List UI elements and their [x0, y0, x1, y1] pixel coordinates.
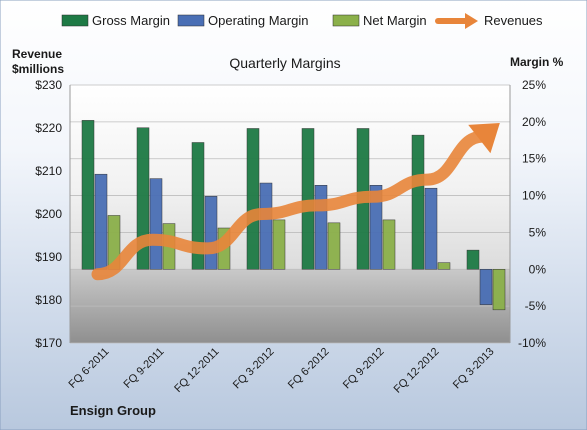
- right-tick-label: -5%: [525, 299, 547, 313]
- left-tick-label: $220: [35, 121, 62, 135]
- bar-gross-margin: [81, 120, 95, 270]
- legend-label: Revenues: [484, 13, 543, 28]
- bar-operating-margin: [424, 187, 438, 270]
- bar-operating-margin: [259, 182, 273, 270]
- right-tick-label: 10%: [522, 189, 546, 203]
- revenue-trend: [91, 123, 500, 281]
- bar-gross-margin: [411, 134, 425, 270]
- legend-swatch: [61, 14, 89, 27]
- legend-label: Operating Margin: [208, 13, 308, 28]
- bar-gross-margin: [301, 128, 315, 270]
- bar-net-margin: [437, 262, 451, 270]
- bar-gross-margin: [191, 142, 205, 270]
- right-tick-label: 0%: [529, 262, 547, 276]
- bar-gross-margin: [466, 249, 480, 270]
- right-tick-label: 25%: [522, 78, 546, 92]
- bar-gross-margin: [136, 127, 150, 270]
- company-name: Ensign Group: [70, 403, 156, 418]
- right-tick-label: 5%: [529, 225, 547, 239]
- left-axis-title-line1: Revenue: [12, 47, 62, 61]
- right-axis-ticks: -10% -5% 0% 5% 10% 15% 20% 25%: [518, 78, 546, 350]
- chart-legend: Gross Margin Operating Margin Net Margin Re…: [61, 13, 543, 29]
- bar-operating-margin: [204, 196, 218, 270]
- revenue-trend-arrowhead: [468, 123, 500, 154]
- right-tick-label: 20%: [522, 115, 546, 129]
- bar-net-margin: [382, 219, 396, 270]
- bar-net-margin: [492, 269, 506, 311]
- chart-title: Quarterly Margins: [229, 55, 340, 71]
- bar-operating-margin: [369, 185, 383, 270]
- legend-swatch: [177, 14, 205, 27]
- left-tick-label: $210: [35, 164, 62, 178]
- legend-swatch: [332, 14, 360, 27]
- legend-label: Net Margin: [363, 13, 427, 28]
- bar-net-margin: [272, 219, 286, 270]
- left-axis-title-line2: $millions: [12, 62, 64, 76]
- right-tick-label: -10%: [518, 336, 546, 350]
- revenue-trend-line: [91, 130, 489, 281]
- bar-operating-margin: [314, 185, 328, 270]
- left-axis-ticks: $170 $180 $190 $200 $210 $220 $230: [35, 78, 62, 350]
- left-tick-label: $170: [35, 336, 62, 350]
- left-tick-label: $230: [35, 78, 62, 92]
- bar-gross-margin: [246, 128, 260, 270]
- right-tick-label: 15%: [522, 152, 546, 166]
- left-tick-label: $190: [35, 250, 62, 264]
- bar-net-margin: [327, 222, 341, 270]
- bar-operating-margin: [479, 269, 493, 305]
- bar-operating-margin: [94, 173, 108, 270]
- legend-label: Gross Margin: [92, 13, 170, 28]
- right-axis-title: Margin %: [510, 55, 564, 69]
- bar-operating-margin: [149, 178, 163, 270]
- left-tick-label: $200: [35, 207, 62, 221]
- left-tick-label: $180: [35, 293, 62, 307]
- legend-arrow-head: [465, 13, 478, 29]
